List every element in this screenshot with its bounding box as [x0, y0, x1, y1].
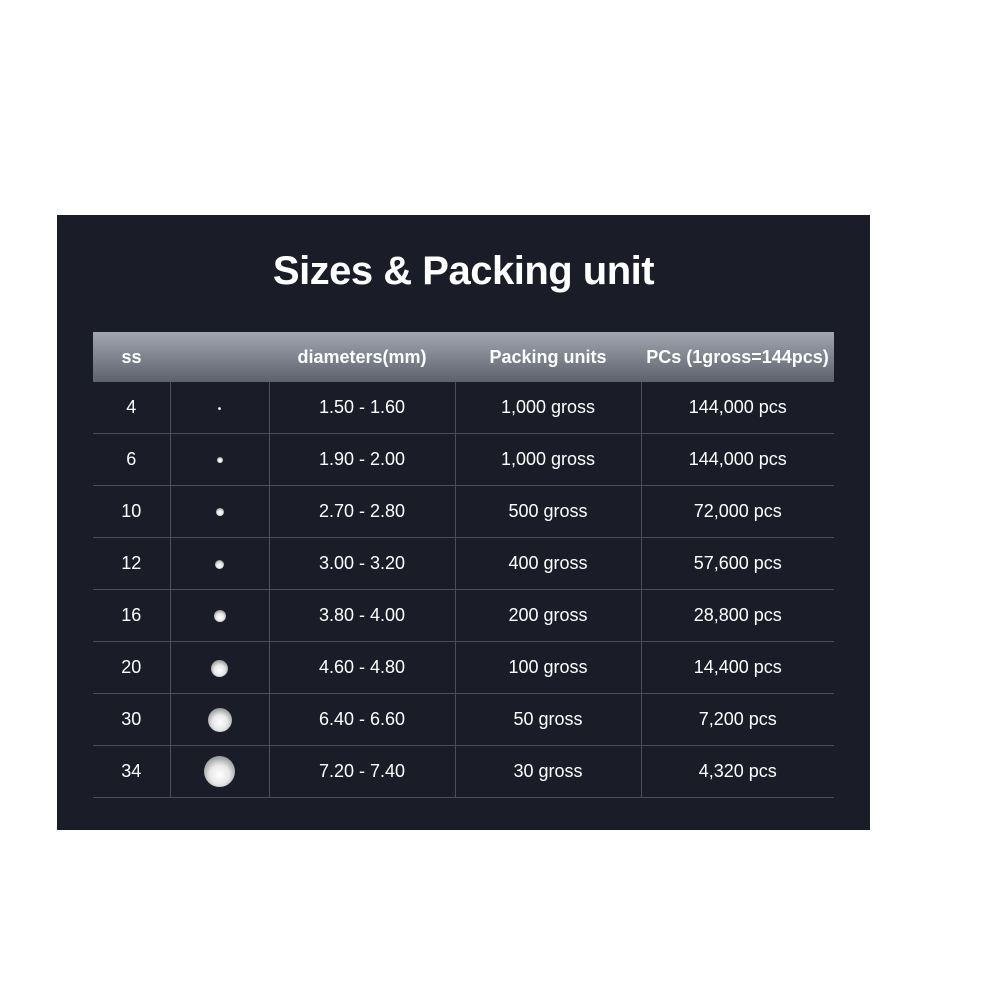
packing-cell: 200 gross [455, 589, 642, 642]
ss-cell: 12 [93, 537, 171, 590]
rhinestone-icon [215, 559, 224, 569]
diameter-cell: 1.90 - 2.00 [269, 433, 456, 486]
header-image [170, 332, 269, 382]
pcs-cell: 7,200 pcs [641, 693, 834, 746]
ss-cell: 34 [93, 745, 171, 798]
diameter-cell: 6.40 - 6.60 [269, 693, 456, 746]
packing-cell: 30 gross [455, 745, 642, 798]
stone-cell [170, 537, 270, 590]
rhinestone-icon [213, 610, 226, 623]
header-ss: ss [93, 332, 170, 382]
packing-cell: 400 gross [455, 537, 642, 590]
packing-cell: 500 gross [455, 485, 642, 538]
header-diameter: diameters(mm) [269, 332, 455, 382]
table-row: 12 3.00 - 3.20 400 gross 57,600 pcs [93, 537, 834, 590]
rhinestone-icon [211, 659, 228, 677]
rhinestone-icon [216, 457, 223, 464]
stone-cell [170, 641, 270, 694]
stone-cell [170, 382, 270, 434]
pcs-cell: 4,320 pcs [641, 745, 834, 798]
packing-cell: 50 gross [455, 693, 642, 746]
pcs-cell: 144,000 pcs [641, 433, 834, 486]
diameter-cell: 3.80 - 4.00 [269, 589, 456, 642]
stone-cell [170, 589, 270, 642]
pcs-cell: 28,800 pcs [641, 589, 834, 642]
diameter-cell: 7.20 - 7.40 [269, 745, 456, 798]
ss-cell: 6 [93, 433, 171, 486]
ss-cell: 30 [93, 693, 171, 746]
table-row: 16 3.80 - 4.00 200 gross 28,800 pcs [93, 589, 834, 642]
ss-cell: 10 [93, 485, 171, 538]
stone-cell [170, 693, 270, 746]
rhinestone-icon [207, 707, 232, 732]
pcs-cell: 57,600 pcs [641, 537, 834, 590]
size-chart-panel: Sizes & Packing unit ss diameters(mm) Pa… [57, 215, 870, 830]
table-row: 20 4.60 - 4.80 100 gross 14,400 pcs [93, 641, 834, 694]
table-row: 6 1.90 - 2.00 1,000 gross 144,000 pcs [93, 433, 834, 486]
rhinestone-icon [204, 756, 235, 787]
packing-cell: 1,000 gross [455, 433, 642, 486]
stone-cell [170, 745, 270, 798]
table-row: 10 2.70 - 2.80 500 gross 72,000 pcs [93, 485, 834, 538]
ss-cell: 4 [93, 382, 171, 434]
pcs-cell: 144,000 pcs [641, 382, 834, 434]
packing-cell: 1,000 gross [455, 382, 642, 434]
ss-cell: 20 [93, 641, 171, 694]
table-header-row: ss diameters(mm) Packing units PCs (1gro… [93, 332, 834, 382]
table-row: 34 7.20 - 7.40 30 gross 4,320 pcs [93, 745, 834, 798]
page-title: Sizes & Packing unit [272, 249, 655, 293]
pcs-cell: 14,400 pcs [641, 641, 834, 694]
rhinestone-icon [215, 508, 224, 517]
diameter-cell: 1.50 - 1.60 [269, 382, 456, 434]
size-table: ss diameters(mm) Packing units PCs (1gro… [93, 332, 834, 798]
diameter-cell: 2.70 - 2.80 [269, 485, 456, 538]
table-row: 4 1.50 - 1.60 1,000 gross 144,000 pcs [93, 382, 834, 434]
stone-cell [170, 485, 270, 538]
packing-cell: 100 gross [455, 641, 642, 694]
ss-cell: 16 [93, 589, 171, 642]
pcs-cell: 72,000 pcs [641, 485, 834, 538]
header-pcs: PCs (1gross=144pcs) [641, 332, 834, 382]
header-packing: Packing units [455, 332, 641, 382]
table-row: 30 6.40 - 6.60 50 gross 7,200 pcs [93, 693, 834, 746]
diameter-cell: 3.00 - 3.20 [269, 537, 456, 590]
stone-cell [170, 433, 270, 486]
rhinestone-icon [218, 406, 221, 410]
diameter-cell: 4.60 - 4.80 [269, 641, 456, 694]
